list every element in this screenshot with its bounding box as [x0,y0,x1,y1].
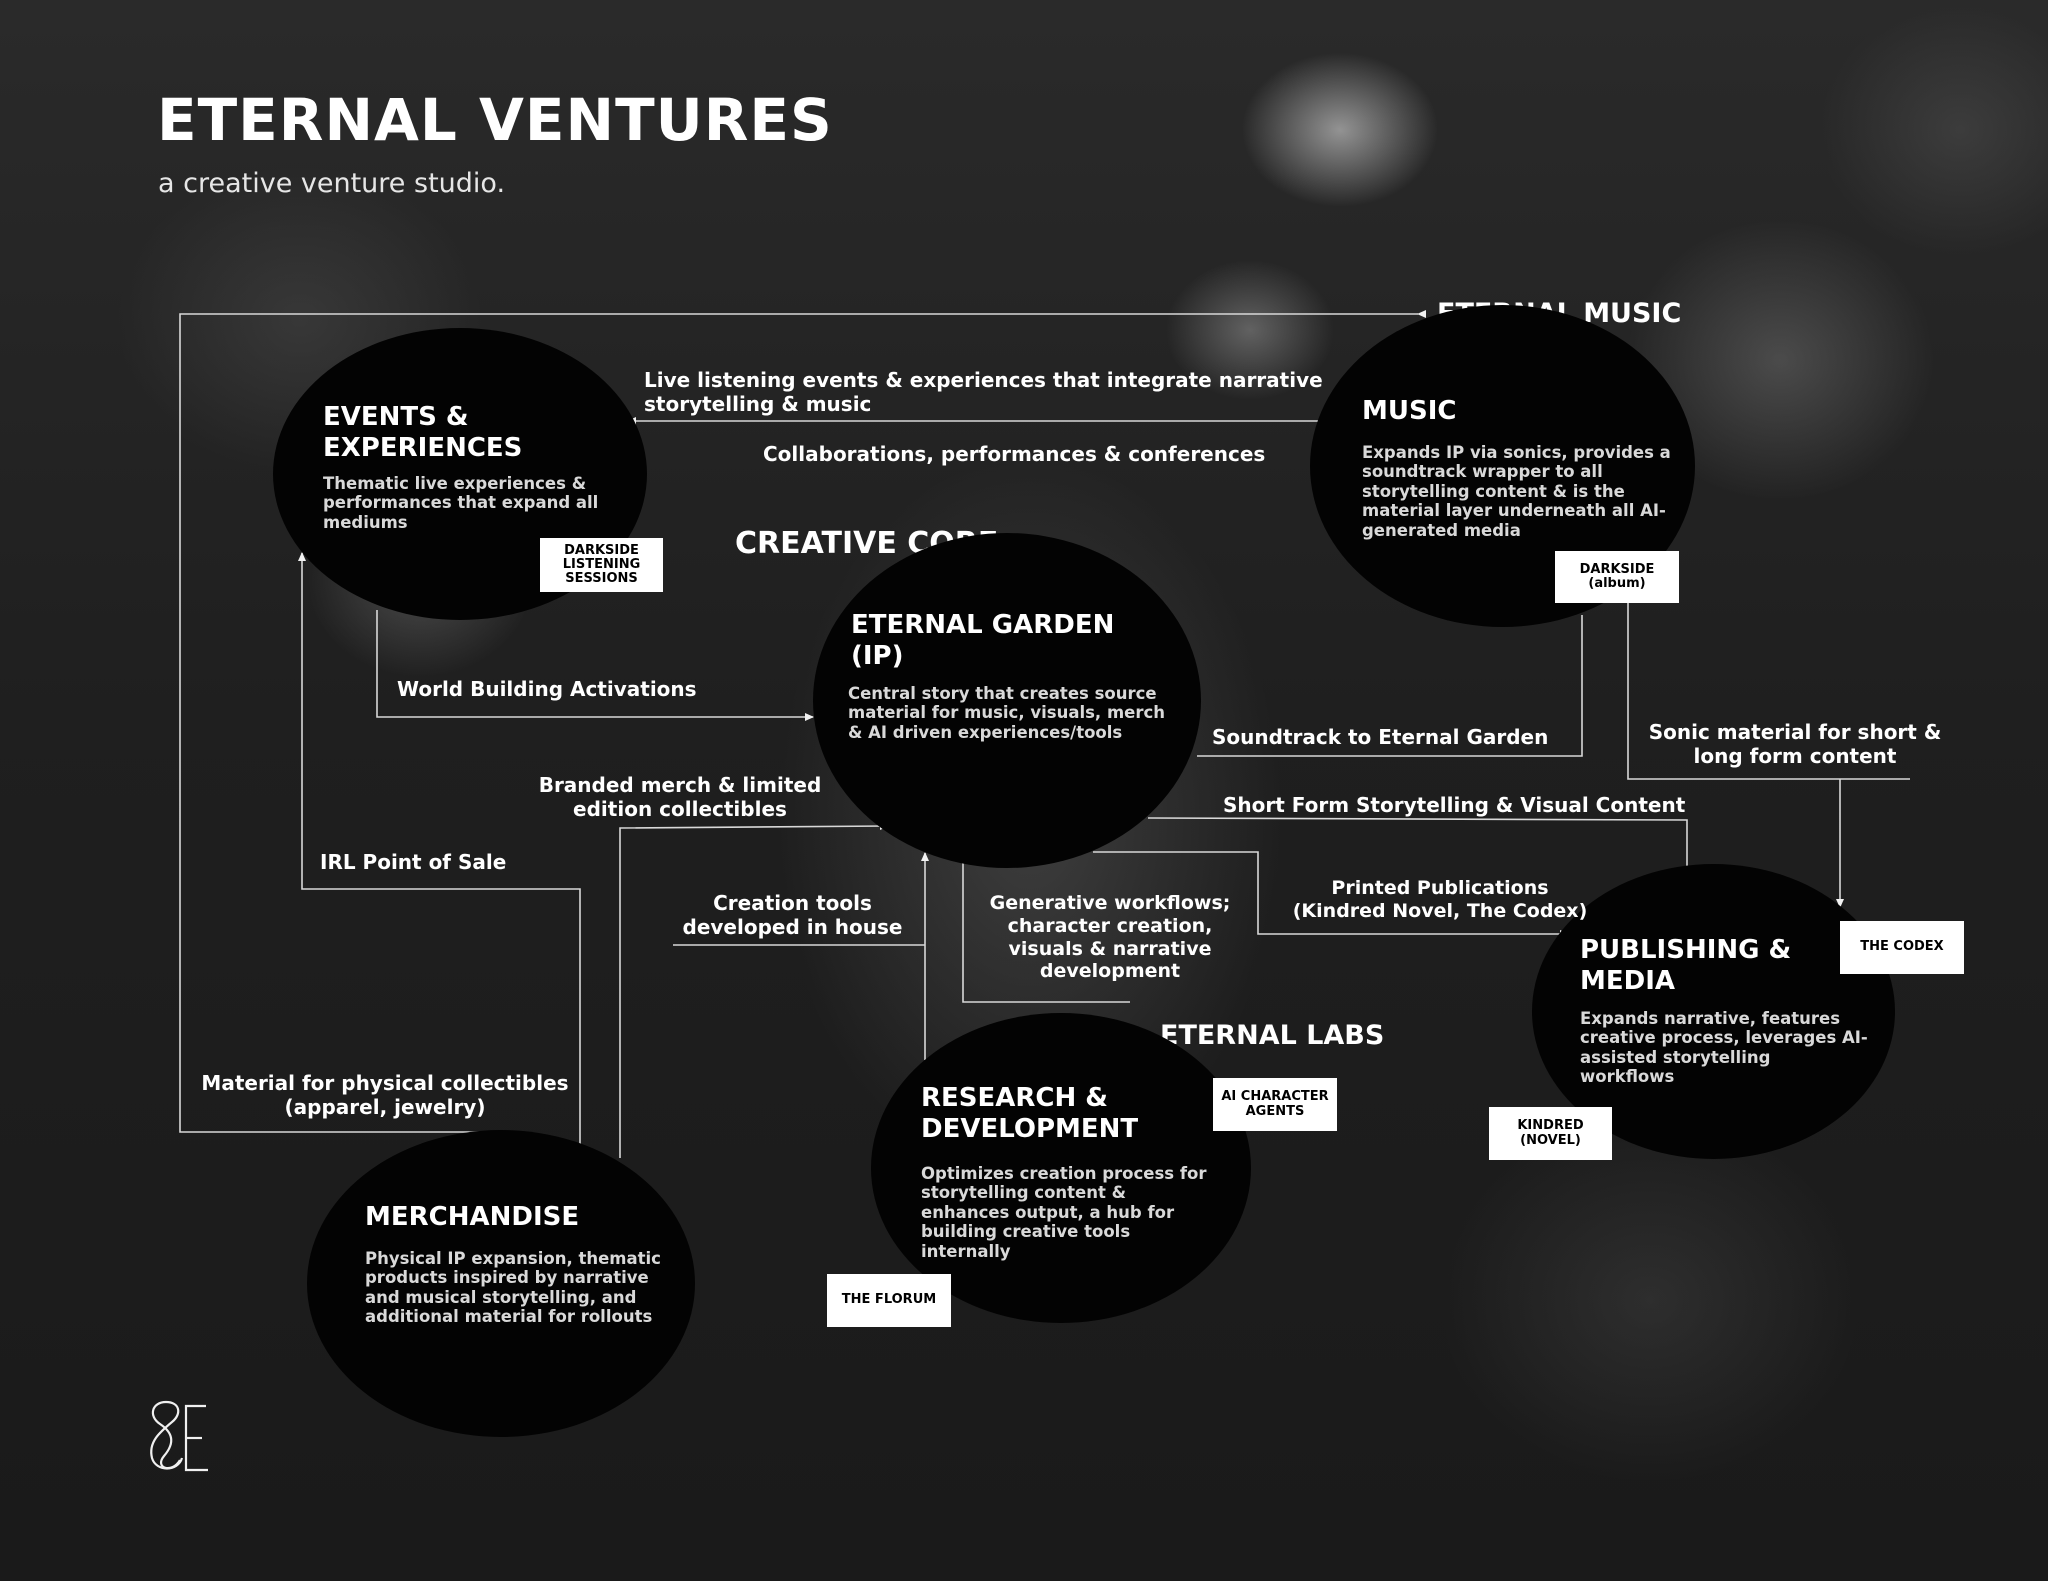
research-title: RESEARCH & DEVELOPMENT [921,1083,1139,1145]
research-description: Optimizes creation process for storytell… [921,1164,1207,1261]
garden-title: ETERNAL GARDEN (IP) [851,610,1115,672]
page-title: ETERNAL VENTURES [157,86,833,154]
line-soundtrack [1197,615,1583,757]
label-generative: Generative workflows; character creation… [989,892,1231,983]
section-eternal-labs: ETERNAL LABS [1160,1020,1385,1051]
line-short-form [1147,817,1688,868]
music-description: Expands IP via sonics, provides a soundt… [1362,443,1671,540]
label-sonic-material: Sonic material for short & long form con… [1648,720,1942,768]
label-live-listening: Live listening events & experiences that… [644,368,1323,416]
publishing-title: PUBLISHING & MEDIA [1580,935,1792,997]
line-outer-frame [179,310,1426,1133]
line-world-building [376,610,814,721]
label-irl-pos: IRL Point of Sale [320,850,507,874]
node-merchandise [307,1130,695,1437]
line-printed [1093,851,1569,938]
label-physical-material: Material for physical collectibles (appa… [201,1071,569,1119]
label-world-building: World Building Activations [397,677,697,701]
label-branded-merch: Branded merch & limited edition collecti… [538,773,822,821]
garden-description: Central story that creates source materi… [848,684,1165,742]
line-branded-merch [619,822,889,1158]
events-title: EVENTS & EXPERIENCES [323,402,523,464]
label-creation-tools: Creation tools developed in house [682,891,903,939]
label-printed: Printed Publications (Kindred Novel, The… [1292,877,1588,922]
merch-description: Physical IP expansion, thematic products… [365,1249,661,1327]
tag-the-florum: THE FLORUM [827,1274,951,1327]
publishing-description: Expands narrative, features creative pro… [1580,1009,1868,1087]
merch-title: MERCHANDISE [365,1202,580,1232]
line-irl-pos [298,552,581,1158]
line-generative [962,862,1130,1003]
tag-ai-character-agents: AI CHARACTER AGENTS [1213,1078,1337,1131]
label-short-form: Short Form Storytelling & Visual Content [1223,793,1686,817]
line-creation-tools [673,853,925,1060]
label-soundtrack: Soundtrack to Eternal Garden [1212,725,1549,749]
eternal-logo-icon [150,1400,208,1472]
line-sonic [1627,603,1910,907]
tag-darkside-listening-sessions: DARKSIDE LISTENING SESSIONS [540,538,663,592]
events-description: Thematic live experiences & performances… [323,474,599,532]
music-title: MUSIC [1362,396,1457,426]
node-eternal-garden [813,533,1201,868]
label-collaborations: Collaborations, performances & conferenc… [763,442,1266,466]
tag-the-codex: THE CODEX [1840,921,1964,974]
tag-kindred-novel: KINDRED (NOVEL) [1489,1107,1612,1160]
tag-darkside-album: DARKSIDE (album) [1555,551,1679,603]
page-subtitle: a creative venture studio. [158,168,506,199]
node-research-development [871,1013,1251,1323]
